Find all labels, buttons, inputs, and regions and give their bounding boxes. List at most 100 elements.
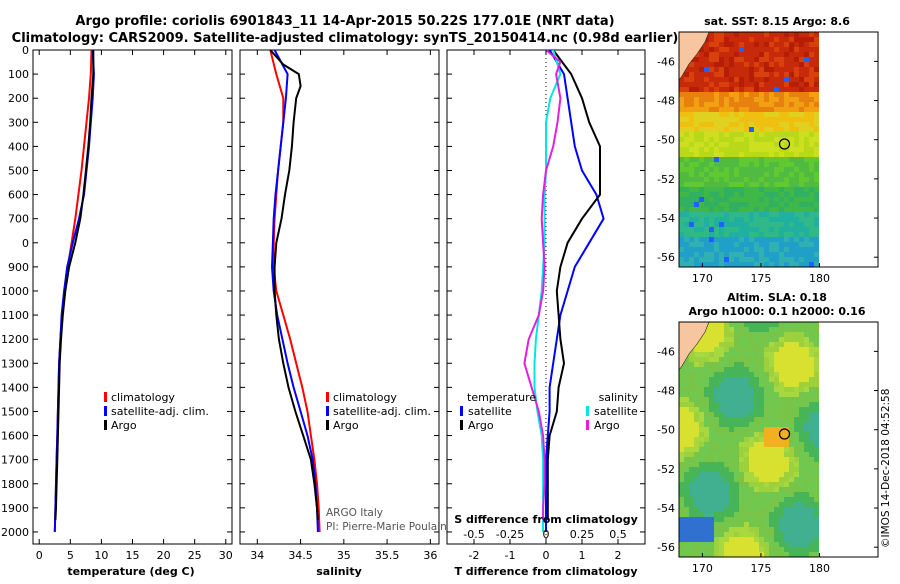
map-cell <box>794 377 799 382</box>
map-cell <box>684 402 689 407</box>
map-cell <box>749 97 754 102</box>
y-tick-label: 0 <box>22 237 29 250</box>
map-cell <box>799 117 804 122</box>
map-cell <box>719 527 724 532</box>
map-cell <box>779 77 784 82</box>
x-tick-label: 35 <box>337 549 351 562</box>
map-cell <box>764 227 769 232</box>
map-cell <box>744 137 749 142</box>
map-cell <box>784 402 789 407</box>
map-cell <box>749 322 754 327</box>
sla-map-argo-marker <box>778 428 791 440</box>
map-cell <box>809 227 814 232</box>
map-cell <box>804 322 809 327</box>
map-cell <box>799 407 804 412</box>
map-cell <box>684 432 689 437</box>
map-cell <box>719 422 724 427</box>
map-cell <box>689 172 694 177</box>
map-cell <box>739 242 744 247</box>
map-cell <box>784 327 789 332</box>
map-cell <box>794 467 799 472</box>
map-cell <box>734 362 739 367</box>
map-cell <box>819 107 824 112</box>
map-cell <box>694 247 699 252</box>
map-cell <box>779 372 784 377</box>
map-cell <box>749 352 754 357</box>
map-cell <box>769 337 774 342</box>
map-cell <box>709 142 714 147</box>
map-cell <box>809 422 814 427</box>
map-cell <box>784 102 789 107</box>
map-cell <box>799 227 804 232</box>
map-cell <box>729 222 734 227</box>
map-cell <box>789 117 794 122</box>
map-cell <box>814 147 819 152</box>
map-cell <box>684 462 689 467</box>
map-cell <box>749 42 754 47</box>
map-cell <box>729 547 734 552</box>
map-cell <box>744 192 749 197</box>
map-cell <box>794 367 799 372</box>
map-cell <box>794 322 799 327</box>
map-cell <box>754 362 759 367</box>
map-cell <box>819 52 824 57</box>
map-cell <box>749 252 754 257</box>
map-cell <box>744 432 749 437</box>
map-cell <box>704 547 709 552</box>
map-cell <box>704 542 709 547</box>
map-cell <box>754 262 759 267</box>
map-cell <box>804 387 809 392</box>
map-cell <box>749 347 754 352</box>
map-cell <box>734 162 739 167</box>
map-cell <box>754 437 759 442</box>
map-cell <box>734 212 739 217</box>
map-y-tick-label: -56 <box>657 541 675 554</box>
map-cell <box>679 487 684 492</box>
map-cell <box>749 402 754 407</box>
map-cell <box>729 92 734 97</box>
map-cell <box>769 237 774 242</box>
map-cell <box>809 547 814 552</box>
y-tick-label: 1900 <box>1 502 29 515</box>
map-cell <box>684 437 689 442</box>
map-cell <box>769 422 774 427</box>
map-cell <box>819 392 824 397</box>
map-cell <box>704 82 709 87</box>
map-cell <box>739 97 744 102</box>
map-cell <box>729 467 734 472</box>
map-cell <box>809 42 814 47</box>
map-cell <box>724 202 729 207</box>
map-cell <box>794 422 799 427</box>
map-cell <box>784 187 789 192</box>
map-cell <box>809 387 814 392</box>
map-cell <box>804 182 809 187</box>
map-cell <box>679 447 684 452</box>
map-cell <box>734 397 739 402</box>
map-cell <box>699 502 704 507</box>
map-cell <box>799 322 804 327</box>
map-cell <box>784 522 789 527</box>
map-cell <box>749 357 754 362</box>
map-cell <box>724 67 729 72</box>
map-cell <box>759 117 764 122</box>
map-cell <box>774 387 779 392</box>
map-cell <box>689 432 694 437</box>
map-cell <box>739 532 744 537</box>
map-cell <box>759 537 764 542</box>
map-cell <box>679 442 684 447</box>
map-cell <box>749 207 754 212</box>
map-cell <box>779 492 784 497</box>
map-cell <box>809 537 814 542</box>
map-cell <box>739 522 744 527</box>
map-cell <box>684 182 689 187</box>
map-cell <box>769 482 774 487</box>
map-cell <box>799 512 804 517</box>
map-cell <box>789 167 794 172</box>
map-cell <box>739 402 744 407</box>
map-cell <box>809 142 814 147</box>
map-cell <box>689 362 694 367</box>
map-cell <box>769 402 774 407</box>
map-cell <box>724 262 729 267</box>
map-cell <box>709 507 714 512</box>
map-cell <box>749 62 754 67</box>
